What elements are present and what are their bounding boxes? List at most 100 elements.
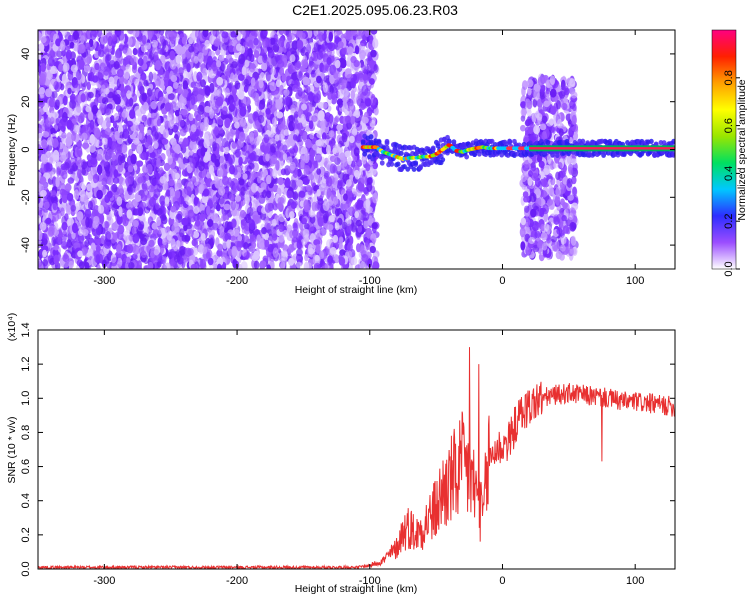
heatmap-cell [181, 36, 187, 45]
heatmap-cell [314, 254, 320, 262]
heatmap-cell [195, 114, 202, 122]
heatmap-cell [332, 196, 339, 206]
heatmap-cell [132, 244, 140, 255]
heatmap-cell [188, 37, 194, 45]
heatmap-cell [48, 157, 54, 165]
heatmap-cell [184, 247, 192, 258]
heatmap-cell [61, 132, 67, 139]
heatmap-cell [87, 110, 94, 121]
heatmap-cell [104, 48, 110, 56]
heatmap-cell [346, 57, 351, 68]
heatmap-cell [230, 72, 235, 83]
heatmap-cell [357, 183, 365, 192]
heatmap-cell [307, 243, 313, 255]
heatmap-cell [188, 113, 194, 122]
heatmap-cell [256, 234, 262, 244]
heatmap-cell [284, 96, 290, 106]
heatmap-cell [301, 214, 308, 224]
heatmap-cell [38, 239, 42, 249]
heatmap-cell [190, 124, 197, 133]
heatmap-cell [309, 132, 315, 140]
heatmap-cell [51, 189, 57, 198]
heatmap-cell [348, 206, 356, 217]
heatmap-cell [270, 143, 277, 154]
heatmap-cell [320, 43, 328, 51]
heatmap-cell [240, 219, 246, 230]
heatmap-cell [65, 49, 73, 61]
heatmap-cell [313, 262, 321, 269]
heatmap-cell [75, 70, 82, 81]
heatmap-cell [257, 114, 265, 124]
heatmap-cell [294, 62, 301, 71]
heatmap-cell [141, 114, 148, 122]
heatmap-cell [264, 161, 271, 169]
heatmap-cell [120, 100, 126, 108]
heatmap-cell [216, 96, 224, 107]
heatmap-cell [195, 42, 201, 51]
heatmap-cell [81, 132, 88, 141]
heatmap-cell [89, 119, 95, 131]
heatmap-cell [271, 67, 276, 76]
heatmap-cell [77, 115, 84, 124]
heatmap-cell [101, 97, 109, 105]
heatmap-cell [56, 166, 61, 177]
heatmap-cell [96, 30, 103, 38]
heatmap-cell [231, 218, 237, 228]
heatmap-cell [64, 183, 72, 192]
heatmap-cell [336, 124, 343, 131]
heatmap-cell [305, 85, 311, 93]
heatmap-cell [234, 209, 240, 217]
heatmap-cells [38, 30, 675, 269]
heatmap-cell [190, 134, 197, 143]
heatmap-cell [313, 239, 321, 246]
heatmap-cell [141, 250, 147, 259]
heatmap-cell [126, 244, 134, 254]
heatmap-cell [336, 30, 342, 36]
heatmap-cell [116, 244, 122, 254]
heatmap-cell [129, 75, 136, 84]
heatmap-cell [252, 199, 258, 211]
heatmap-cell [244, 194, 250, 205]
heatmap-cell [174, 109, 180, 117]
heatmap-cell [42, 259, 49, 267]
heatmap-cell [38, 147, 44, 156]
heatmap-cell [155, 157, 161, 168]
heatmap-cell [60, 207, 65, 217]
heatmap-cell [96, 164, 103, 175]
heatmap-cell [140, 72, 147, 81]
heatmap-cell [94, 62, 100, 71]
heatmap-cell [266, 252, 272, 262]
heatmap-cell [146, 117, 152, 127]
heatmap-cell [104, 221, 110, 229]
page-title: C2E1.2025.095.06.23.R03 [292, 2, 458, 18]
heatmap-cell [207, 55, 214, 66]
heatmap-cell [223, 146, 230, 155]
heatmap-cell [261, 227, 267, 235]
heatmap-cell [253, 260, 260, 269]
heatmap-cell [111, 222, 119, 231]
heatmap-cell [237, 235, 243, 242]
heatmap-cell [127, 36, 133, 46]
heatmap-cell [366, 181, 373, 192]
heatmap-cell [305, 138, 312, 148]
heatmap-cell [131, 226, 137, 235]
heatmap-cell [284, 177, 291, 189]
heatmap-cell [134, 40, 140, 50]
heatmap-cell [234, 80, 241, 90]
heatmap-cell [61, 230, 68, 242]
heatmap-cell [327, 255, 334, 264]
heatmap-cell [283, 89, 290, 97]
heatmap-cell [162, 128, 169, 139]
heatmap-cell [353, 147, 360, 157]
heatmap-cell [61, 193, 68, 204]
heatmap-cell [78, 261, 85, 269]
heatmap-cell [251, 170, 257, 180]
heatmap-cell [120, 89, 127, 99]
heatmap-cell [85, 56, 92, 64]
heatmap-cell [170, 101, 177, 108]
heatmap-cell [319, 259, 326, 267]
heatmap-cell [213, 89, 220, 96]
heatmap-cell [199, 184, 205, 192]
heatmap-cell [327, 224, 334, 231]
